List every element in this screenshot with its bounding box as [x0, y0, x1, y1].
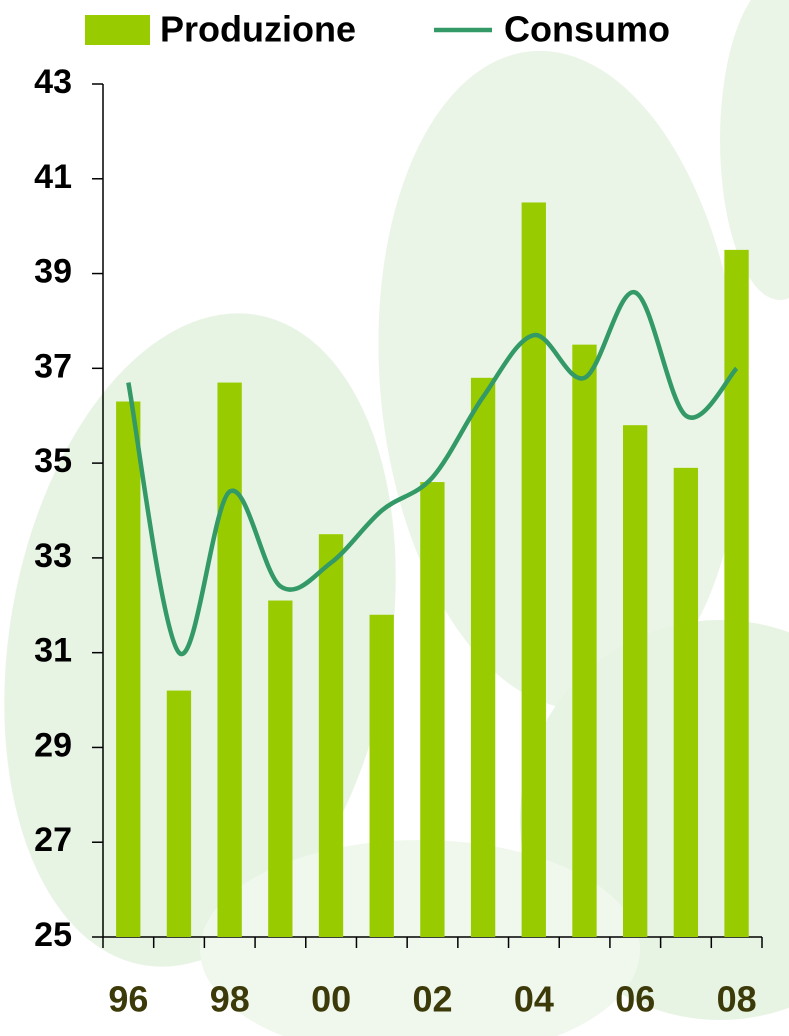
- y-tick-label: 39: [34, 253, 72, 291]
- bar: [116, 402, 140, 937]
- chart: 25 27 29 31 33 35 37 39 41 43 96 98 00 02 04 06 08 Produz…: [0, 0, 789, 1036]
- x-tick-label: 04: [514, 979, 554, 1020]
- bar: [522, 202, 546, 937]
- bar: [167, 691, 191, 937]
- bar: [471, 378, 495, 937]
- bar: [319, 534, 343, 937]
- legend-label: Produzione: [160, 9, 356, 50]
- bar: [572, 345, 596, 937]
- y-tick-label: 35: [34, 442, 72, 480]
- bar: [623, 425, 647, 937]
- bar: [370, 615, 394, 937]
- y-tick-label: 41: [34, 158, 72, 196]
- y-tick-label: 31: [34, 632, 72, 670]
- x-tick-label: 06: [615, 979, 655, 1020]
- y-tick-label: 37: [34, 347, 72, 385]
- y-tick-label: 43: [34, 63, 72, 101]
- legend-swatch: [85, 15, 150, 45]
- bar: [420, 482, 444, 937]
- y-tick-label: 25: [34, 916, 72, 954]
- x-tick-label: 96: [108, 979, 148, 1020]
- legend-label: Consumo: [504, 9, 670, 50]
- y-tick-label: 27: [34, 821, 72, 859]
- y-tick-label: 29: [34, 726, 72, 764]
- bar: [674, 468, 698, 937]
- x-tick-label: 00: [311, 979, 351, 1020]
- x-tick-label: 98: [210, 979, 250, 1020]
- x-tick-label: 02: [412, 979, 452, 1020]
- bar: [217, 383, 241, 937]
- bar: [724, 250, 748, 937]
- y-tick-label: 33: [34, 537, 72, 575]
- x-tick-label: 08: [717, 979, 757, 1020]
- bar: [268, 601, 292, 937]
